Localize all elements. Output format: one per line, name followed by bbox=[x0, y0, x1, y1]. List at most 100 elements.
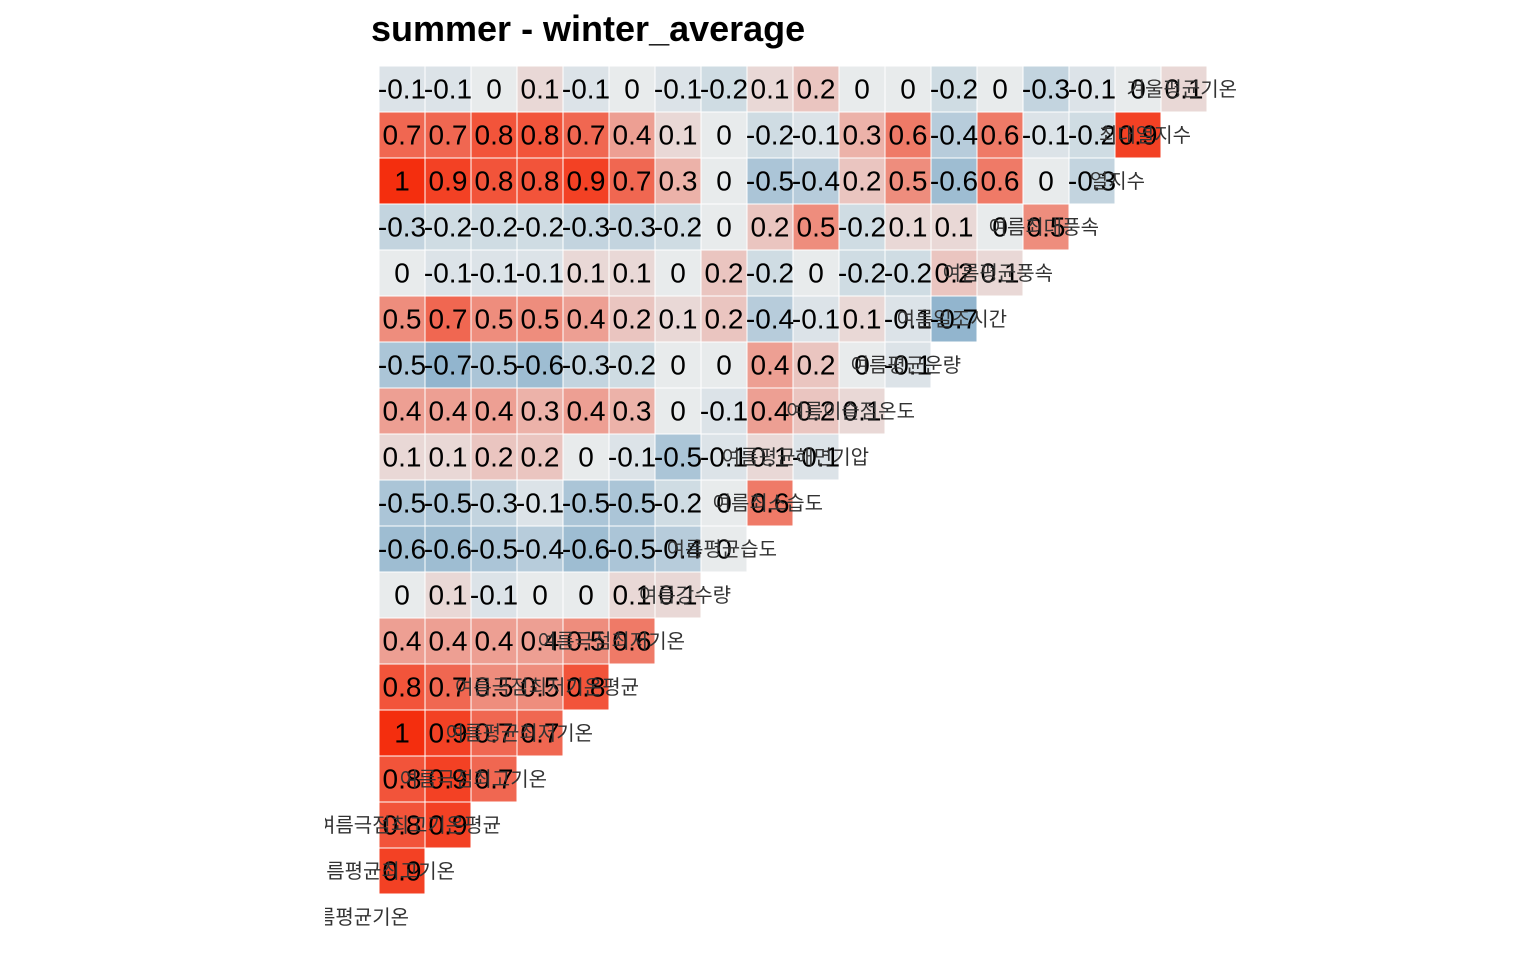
cell-value-label: 0.7 bbox=[429, 120, 468, 151]
heatmap-cell bbox=[884, 341, 932, 389]
cell-value-label: 0.7 bbox=[475, 718, 514, 749]
heatmap-cell bbox=[424, 709, 472, 757]
heatmap-cell bbox=[608, 341, 656, 389]
cell-value-label: 0.1 bbox=[613, 258, 652, 289]
cell-value-label: -0.3 bbox=[1022, 74, 1070, 105]
variable-label: 여름극점최저기온평균 bbox=[455, 675, 639, 699]
heatmap-cell bbox=[976, 65, 1024, 113]
cell-value-label: -0.1 bbox=[516, 258, 564, 289]
cell-value-label: -0.1 bbox=[700, 396, 748, 427]
heatmap-cell bbox=[378, 387, 426, 435]
heatmap-cell bbox=[424, 801, 472, 849]
cell-value-label: 0 bbox=[670, 258, 686, 289]
cell-value-label: -0.5 bbox=[746, 166, 794, 197]
variable-label: 여름평균운량 bbox=[851, 353, 961, 377]
heatmap-cell bbox=[1068, 111, 1116, 159]
cell-value-label: 0.1 bbox=[659, 580, 698, 611]
cell-value-label: 0.2 bbox=[705, 258, 744, 289]
cell-value-label: 1 bbox=[394, 718, 410, 749]
cell-value-label: 1 bbox=[394, 166, 410, 197]
cell-value-label: -0.4 bbox=[792, 166, 840, 197]
cell-value-label: 0.1 bbox=[889, 212, 928, 243]
cell-value-label: 0.2 bbox=[521, 442, 560, 473]
cell-value-label: 0 bbox=[992, 74, 1008, 105]
cell-value-label: -0.2 bbox=[654, 488, 702, 519]
heatmap-cell bbox=[424, 65, 472, 113]
heatmap-cell bbox=[700, 433, 748, 481]
cell-value-label: -0.7 bbox=[930, 304, 978, 335]
heatmap-cell bbox=[608, 111, 656, 159]
heatmap-cell bbox=[378, 663, 426, 711]
cell-value-label: 0.7 bbox=[429, 672, 468, 703]
cell-value-label: 0.1 bbox=[613, 580, 652, 611]
cell-value-label: 0.1 bbox=[383, 442, 422, 473]
cell-value-label: 0.6 bbox=[889, 120, 928, 151]
cell-value-label: 0.9 bbox=[429, 166, 468, 197]
cell-value-label: -0.1 bbox=[700, 442, 748, 473]
heatmap-cell bbox=[516, 387, 564, 435]
cell-value-label: 0.4 bbox=[475, 626, 514, 657]
heatmap-cell bbox=[562, 249, 610, 297]
heatmap-cell bbox=[378, 111, 426, 159]
variable-label: 최대열지수 bbox=[1099, 123, 1191, 147]
heatmap-cell bbox=[700, 387, 748, 435]
cell-value-label: 0.3 bbox=[521, 396, 560, 427]
cell-value-label: 0.2 bbox=[797, 350, 836, 381]
cell-value-label: 0.8 bbox=[475, 166, 514, 197]
cell-value-label: 0.2 bbox=[475, 442, 514, 473]
cell-value-label: 0.2 bbox=[797, 74, 836, 105]
cell-value-label: -0.1 bbox=[792, 304, 840, 335]
cell-value-label: -0.5 bbox=[608, 534, 656, 565]
cell-value-label: 0.1 bbox=[659, 304, 698, 335]
heatmap-cell bbox=[792, 203, 840, 251]
heatmap-cell bbox=[1022, 65, 1070, 113]
variable-label: 여름평균풍속 bbox=[943, 261, 1053, 285]
heatmap-cell bbox=[1022, 157, 1070, 205]
heatmap-cell bbox=[424, 617, 472, 665]
cell-value-label: 0.7 bbox=[613, 166, 652, 197]
heatmap-cell bbox=[746, 433, 794, 481]
cell-value-label: -0.1 bbox=[378, 74, 426, 105]
heatmap-cell bbox=[562, 525, 610, 573]
cell-value-label: 0.3 bbox=[843, 120, 882, 151]
heatmap-cell bbox=[378, 65, 426, 113]
cell-value-label: 0.8 bbox=[475, 120, 514, 151]
heatmap-cell bbox=[746, 203, 794, 251]
cell-value-label: 0 bbox=[716, 488, 732, 519]
heatmap-cell bbox=[516, 617, 564, 665]
cell-value-label: -0.1 bbox=[1068, 74, 1116, 105]
variable-label: 여름평균최고기온 bbox=[308, 859, 455, 883]
cell-value-label: 0.9 bbox=[383, 856, 422, 887]
cell-value-label: 0.1 bbox=[935, 212, 974, 243]
cell-value-label: 0.2 bbox=[843, 166, 882, 197]
cell-value-label: 0.1 bbox=[751, 74, 790, 105]
cell-value-label: -0.2 bbox=[516, 212, 564, 243]
heatmap-cell bbox=[562, 387, 610, 435]
cell-value-label: 0.5 bbox=[521, 304, 560, 335]
cell-value-label: 0.4 bbox=[383, 396, 422, 427]
cell-value-label: 0.1 bbox=[429, 580, 468, 611]
heatmap-cell bbox=[424, 663, 472, 711]
heatmap-cell bbox=[378, 157, 426, 205]
heatmap-cell bbox=[700, 295, 748, 343]
heatmap-cell bbox=[424, 295, 472, 343]
cell-value-label: -0.5 bbox=[562, 488, 610, 519]
cell-value-label: 0.6 bbox=[981, 120, 1020, 151]
cell-value-label: -0.6 bbox=[562, 534, 610, 565]
cell-value-label: 0.9 bbox=[429, 810, 468, 841]
cell-value-label: -0.4 bbox=[516, 534, 564, 565]
cell-value-label: 0.1 bbox=[659, 120, 698, 151]
cell-value-label: 0.5 bbox=[1027, 212, 1066, 243]
cell-value-label: -0.2 bbox=[470, 212, 518, 243]
heatmap-cell bbox=[838, 387, 886, 435]
cell-value-label: 0.1 bbox=[751, 442, 790, 473]
heatmap-cell bbox=[1022, 111, 1070, 159]
heatmap-cell bbox=[516, 111, 564, 159]
cell-value-label: -0.1 bbox=[562, 74, 610, 105]
cell-value-label: 0 bbox=[716, 534, 732, 565]
heatmap-cell bbox=[470, 249, 518, 297]
cell-value-label: -0.5 bbox=[378, 350, 426, 381]
heatmap-cell bbox=[1160, 65, 1208, 113]
heatmap-cell bbox=[470, 295, 518, 343]
variable-label: 여름강수량 bbox=[639, 583, 731, 607]
